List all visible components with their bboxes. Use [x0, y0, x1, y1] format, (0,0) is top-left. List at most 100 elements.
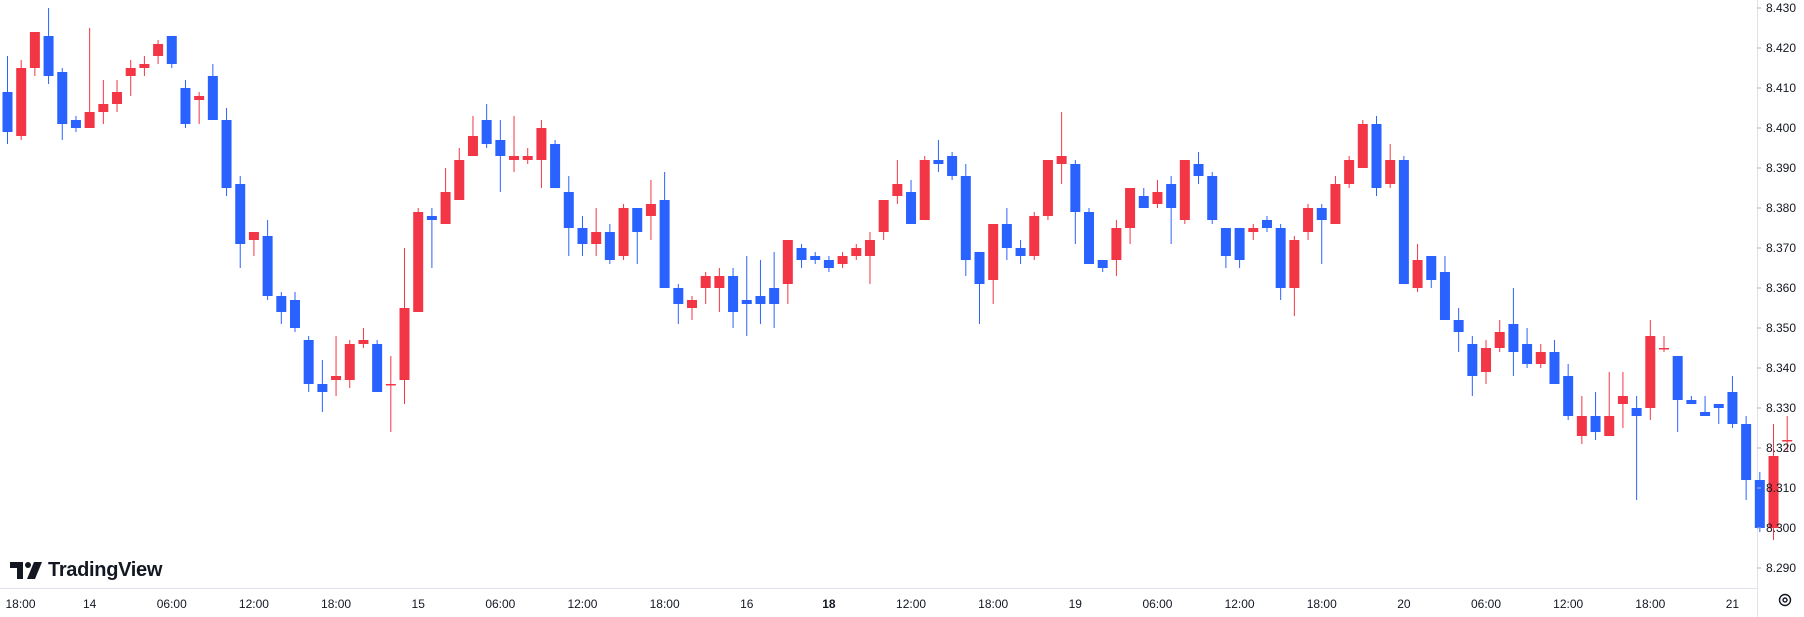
candle [563, 176, 574, 256]
candle [974, 252, 985, 324]
candle-body [1015, 248, 1026, 256]
candle [1289, 236, 1300, 316]
price-tick-label: 8.430 [1766, 1, 1796, 15]
candle-body [1549, 352, 1560, 384]
candle-body [385, 384, 396, 386]
candle [1371, 116, 1382, 196]
price-tick-label: 8.360 [1766, 281, 1796, 295]
candle-body [1713, 404, 1724, 408]
candle [1084, 208, 1095, 264]
candle [98, 80, 109, 124]
candle-body [1097, 260, 1108, 268]
time-tick-label: 15 [412, 597, 426, 611]
candle [1768, 424, 1779, 540]
candle [1275, 224, 1286, 300]
price-tick-label: 8.400 [1766, 121, 1796, 135]
candle [372, 340, 383, 392]
candle-body [1398, 160, 1409, 284]
candle [892, 160, 903, 204]
candle-body [262, 236, 273, 296]
candle-body [1604, 416, 1615, 436]
time-tick-label: 06:00 [1142, 597, 1172, 611]
candle-body [591, 232, 602, 244]
candle [1590, 392, 1601, 440]
candle-body [1494, 332, 1505, 348]
candle-body [1768, 456, 1779, 528]
candle [1015, 240, 1026, 264]
price-axis[interactable]: 8.430 8.420 8.410 8.400 8.390 8.380 8.370 8.360… [1757, 1, 1796, 575]
candle-body [207, 76, 218, 120]
candle-body [1686, 400, 1697, 404]
candle-body [741, 300, 752, 304]
candles-layer [2, 8, 1793, 540]
candle-body [1357, 124, 1368, 168]
candle-body [509, 156, 520, 160]
candle-body [1439, 272, 1450, 320]
candle [769, 252, 780, 328]
price-tick-label: 8.300 [1766, 521, 1796, 535]
candle-body [1316, 208, 1327, 220]
candle-body [303, 340, 314, 384]
candle [399, 248, 410, 404]
candle [728, 268, 739, 328]
price-tick-label: 8.330 [1766, 401, 1796, 415]
time-axis[interactable]: 18:00 14 06:00 12:00 18:00 15 06:00 12:00 18:00 1… [5, 597, 1739, 611]
candle [755, 260, 766, 324]
candle [84, 28, 95, 128]
candle-body [1125, 188, 1136, 228]
candle-body [235, 184, 246, 244]
candle-body [344, 344, 355, 380]
candle [577, 216, 588, 256]
candle [1535, 344, 1546, 368]
candle-body [714, 276, 725, 288]
candle-body [1289, 240, 1300, 288]
candle-body [604, 232, 615, 260]
candle-body [618, 208, 629, 256]
candle [522, 148, 533, 164]
candle-body [632, 208, 643, 232]
price-tick-label: 8.290 [1766, 561, 1796, 575]
settings-gear-icon [1778, 593, 1792, 607]
candle-body [796, 248, 807, 260]
settings-button[interactable] [1774, 589, 1796, 611]
candle [344, 340, 355, 388]
candle [618, 204, 629, 260]
candle [454, 148, 465, 200]
candle [1522, 328, 1533, 368]
candle-body [1330, 184, 1341, 224]
candle-body [960, 176, 971, 260]
price-tick-label: 8.370 [1766, 241, 1796, 255]
candle [1658, 336, 1669, 352]
candle [1330, 176, 1341, 224]
candle [687, 296, 697, 320]
candle-body [550, 144, 561, 188]
time-tick-label: 18:00 [650, 597, 680, 611]
candle-body [755, 296, 766, 304]
time-tick-label: 12:00 [896, 597, 926, 611]
candle-body [1590, 416, 1601, 432]
candle-body [413, 212, 424, 312]
candle [139, 56, 150, 76]
candle-body [988, 224, 999, 280]
candle-body [782, 240, 793, 284]
candle-body [1617, 396, 1628, 404]
candle-body [276, 296, 287, 312]
candle [1453, 308, 1464, 352]
time-tick-label: 21 [1726, 597, 1740, 611]
candle-body [700, 276, 711, 288]
tradingview-logo-icon [10, 562, 42, 579]
candle-body [372, 344, 383, 392]
candle [1754, 472, 1765, 532]
candle-body [399, 308, 410, 380]
price-tick-label: 8.380 [1766, 201, 1796, 215]
candle-body [125, 68, 136, 76]
tradingview-logo[interactable]: TradingView [10, 556, 162, 584]
candle [632, 208, 643, 264]
candle-body [1070, 164, 1081, 212]
candle [782, 240, 793, 304]
candle [1070, 160, 1081, 244]
candle-body [2, 92, 13, 132]
candle [1439, 256, 1450, 320]
candle [207, 64, 218, 120]
